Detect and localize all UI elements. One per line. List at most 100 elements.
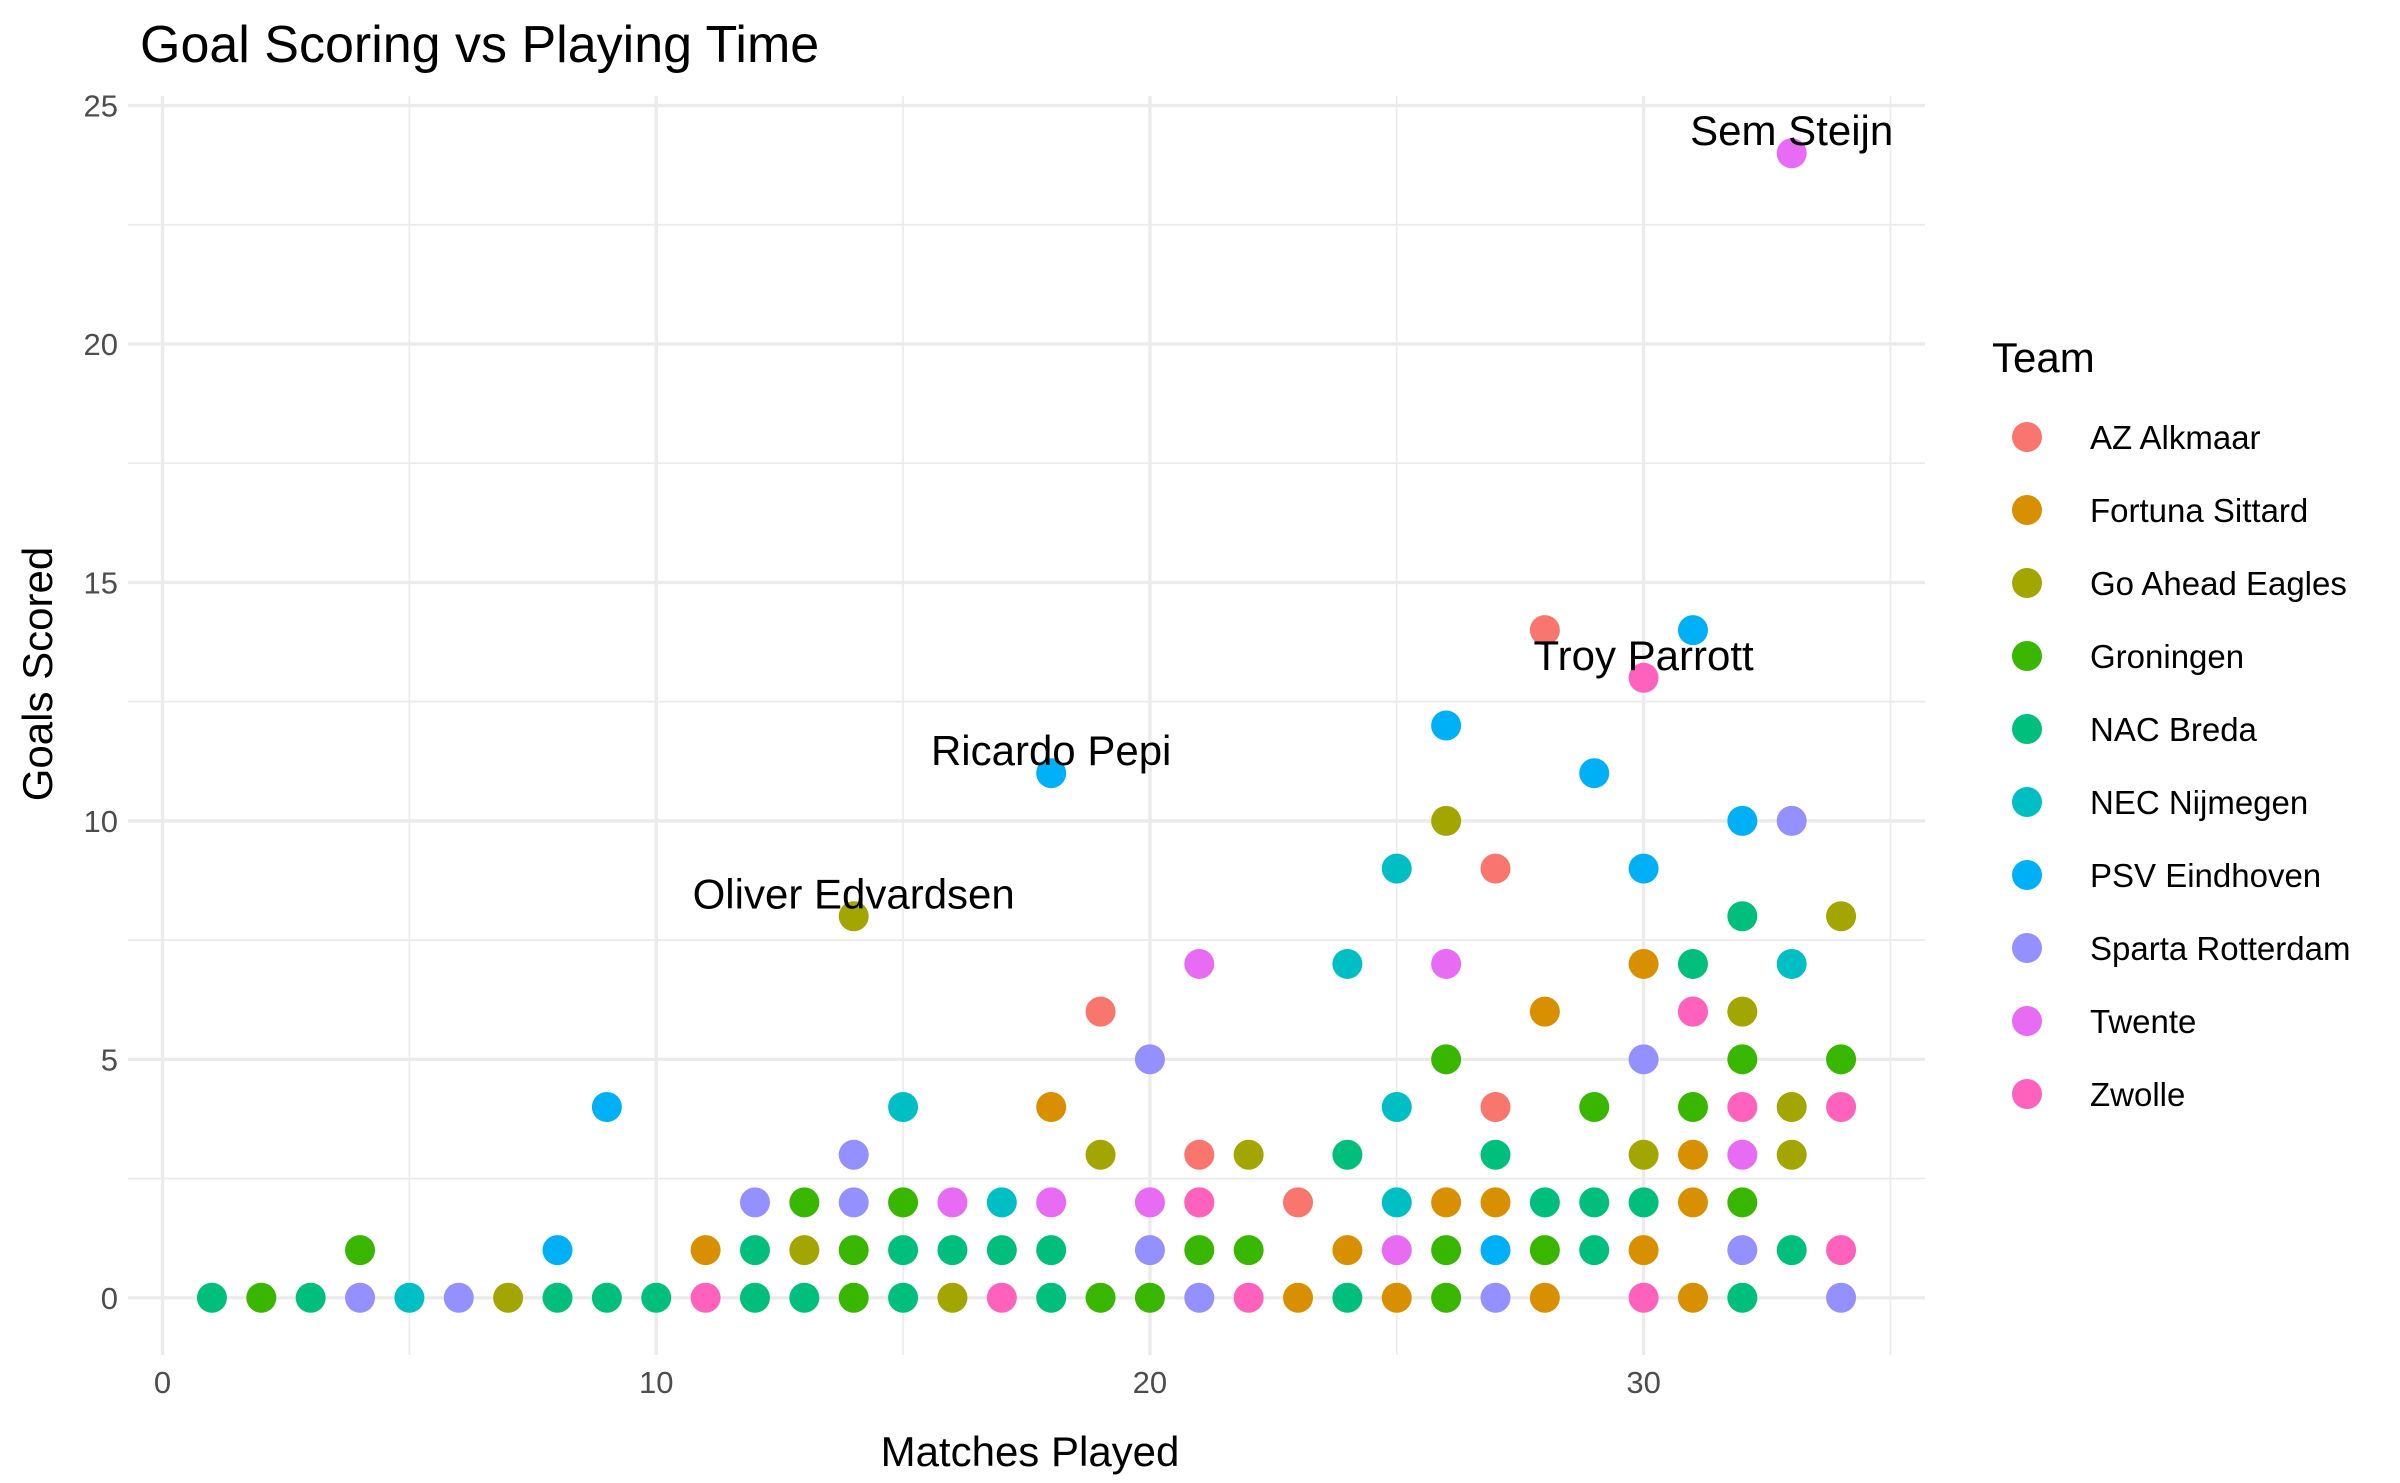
chart-title: Goal Scoring vs Playing Time — [140, 16, 819, 74]
data-point — [1628, 1235, 1659, 1266]
data-point — [838, 1235, 869, 1266]
data-point — [1134, 1235, 1165, 1266]
data-point — [1036, 758, 1067, 789]
data-point — [1727, 1139, 1758, 1170]
y-tick-label: 15 — [84, 565, 118, 600]
data-point — [1085, 996, 1116, 1027]
data-point — [1579, 1092, 1610, 1123]
data-point — [1431, 1235, 1462, 1266]
y-tick-label: 5 — [101, 1042, 118, 1077]
data-point — [1826, 1235, 1857, 1266]
data-point — [1184, 1139, 1215, 1170]
legend-key — [2012, 568, 2042, 598]
data-point — [1332, 1139, 1363, 1170]
data-point — [1332, 948, 1363, 979]
data-point — [1036, 1187, 1067, 1218]
data-point — [1431, 805, 1462, 836]
data-point — [1431, 1282, 1462, 1313]
legend-key — [2012, 933, 2042, 963]
data-point — [1677, 615, 1708, 646]
data-point — [1431, 1187, 1462, 1218]
legend-key — [2012, 495, 2042, 525]
data-point — [542, 1282, 573, 1313]
data-point — [542, 1235, 573, 1266]
data-point — [1332, 1282, 1363, 1313]
y-tick-label: 10 — [84, 804, 118, 839]
data-point — [937, 1282, 968, 1313]
legend-label: AZ Alkmaar — [2090, 419, 2261, 456]
legend-title: Team — [1992, 334, 2095, 381]
data-point — [1085, 1282, 1116, 1313]
data-point — [1628, 662, 1659, 693]
data-point — [1480, 1092, 1511, 1123]
data-point — [591, 1282, 622, 1313]
data-point — [1628, 1139, 1659, 1170]
data-point — [1727, 1282, 1758, 1313]
data-point — [690, 1282, 721, 1313]
data-point — [1431, 948, 1462, 979]
data-point — [246, 1282, 277, 1313]
data-point — [1184, 948, 1215, 979]
data-point — [1036, 1282, 1067, 1313]
data-point — [1283, 1282, 1314, 1313]
data-point — [1826, 1044, 1857, 1075]
point-annotation: Oliver Edvardsen — [693, 870, 1015, 917]
data-point — [1727, 901, 1758, 932]
data-point — [1628, 1187, 1659, 1218]
legend: Team AZ Alkmaar Fortuna Sittard Go Ahead E… — [1992, 334, 2350, 1113]
data-point — [1628, 1044, 1659, 1075]
data-point — [1184, 1282, 1215, 1313]
data-point — [1776, 1139, 1807, 1170]
annotations: Sem Steijn Troy Parrott Ricardo Pepi Oliver… — [693, 107, 1894, 917]
data-point — [345, 1282, 376, 1313]
data-point — [789, 1187, 820, 1218]
point-annotation: Troy Parrott — [1534, 632, 1754, 679]
data-point — [1727, 1235, 1758, 1266]
legend-key — [2012, 860, 2042, 890]
data-point — [1677, 1092, 1708, 1123]
data-point — [888, 1187, 919, 1218]
data-point — [789, 1235, 820, 1266]
y-tick-label: 20 — [84, 327, 118, 362]
legend-label: Zwolle — [2090, 1076, 2185, 1113]
legend-key — [2012, 641, 2042, 671]
x-tick-label: 20 — [1133, 1365, 1167, 1400]
data-point — [1826, 901, 1857, 932]
data-point — [838, 1187, 869, 1218]
data-point — [1727, 1044, 1758, 1075]
data-point — [1134, 1282, 1165, 1313]
data-point — [1727, 805, 1758, 836]
data-point — [739, 1187, 770, 1218]
data-point — [1233, 1139, 1264, 1170]
data-point — [1085, 1139, 1116, 1170]
legend-key — [2012, 1079, 2042, 1109]
data-point — [1776, 1092, 1807, 1123]
data-point — [1480, 1139, 1511, 1170]
y-tick-label: 25 — [84, 89, 118, 124]
data-point — [1579, 1187, 1610, 1218]
data-point — [838, 901, 869, 932]
data-point — [1381, 1092, 1412, 1123]
data-point — [838, 1139, 869, 1170]
data-point — [394, 1282, 425, 1313]
data-point — [1036, 1092, 1067, 1123]
data-point — [1628, 853, 1659, 884]
data-point — [493, 1282, 524, 1313]
data-point — [1628, 1282, 1659, 1313]
data-point — [1233, 1282, 1264, 1313]
data-point — [1036, 1235, 1067, 1266]
data-point — [1677, 1282, 1708, 1313]
data-point — [1776, 1235, 1807, 1266]
data-point — [986, 1187, 1017, 1218]
data-point — [1727, 996, 1758, 1027]
data-point — [690, 1235, 721, 1266]
data-point — [1184, 1235, 1215, 1266]
data-point — [295, 1282, 326, 1313]
legend-label: Fortuna Sittard — [2090, 492, 2308, 529]
x-tick-label: 0 — [154, 1365, 171, 1400]
legend-key — [2012, 422, 2042, 452]
data-point — [1826, 1282, 1857, 1313]
legend-items: AZ Alkmaar Fortuna Sittard Go Ahead Eagles… — [2012, 419, 2350, 1113]
data-point — [1480, 853, 1511, 884]
